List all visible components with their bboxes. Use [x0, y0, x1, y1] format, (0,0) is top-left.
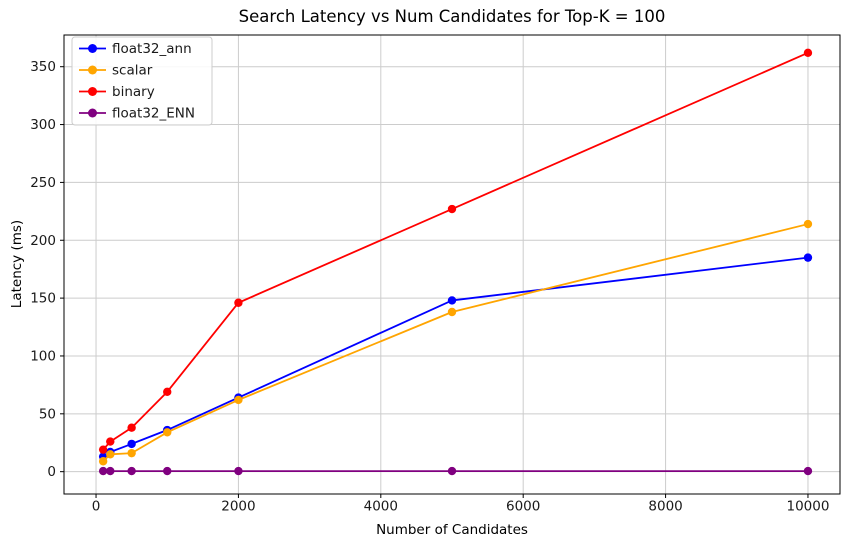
data-point-float32_ENN	[803, 466, 813, 476]
y-tick-label: 300	[30, 117, 56, 133]
legend-label: float32_ENN	[112, 106, 195, 122]
y-tick-label: 350	[30, 59, 56, 75]
legend-label: scalar	[112, 63, 153, 79]
data-point-float32_ann	[447, 296, 457, 305]
data-point-float32_ann	[127, 439, 136, 449]
x-tick-label: 8000	[648, 499, 682, 515]
y-tick-label: 250	[30, 175, 56, 191]
chart-title: Search Latency vs Num Candidates for Top…	[238, 7, 666, 26]
data-point-float32_ENN	[234, 466, 243, 476]
x-tick-label: 6000	[506, 499, 540, 515]
data-point-scalar	[106, 450, 115, 459]
data-point-scalar	[98, 457, 108, 466]
legend-label: binary	[112, 84, 155, 100]
x-tick-label: 10000	[786, 499, 829, 515]
data-point-scalar	[234, 395, 243, 405]
data-point-scalar	[163, 428, 172, 437]
data-point-binary	[234, 298, 243, 307]
x-tick-label: 0	[92, 499, 101, 515]
legend-marker	[88, 65, 97, 75]
data-point-float32_ann	[803, 253, 813, 262]
data-point-binary	[98, 445, 108, 454]
legend-marker	[88, 87, 97, 96]
data-point-binary	[127, 423, 136, 432]
y-tick-label: 150	[30, 291, 56, 307]
legend-marker	[88, 108, 97, 118]
data-point-float32_ENN	[163, 466, 172, 476]
y-tick-label: 0	[47, 464, 56, 480]
data-point-float32_ENN	[447, 466, 457, 476]
data-point-binary	[803, 48, 813, 58]
x-tick-label: 2000	[221, 499, 255, 515]
data-point-float32_ENN	[106, 466, 115, 476]
data-point-scalar	[127, 448, 136, 458]
data-point-binary	[447, 204, 457, 214]
data-point-float32_ENN	[127, 466, 136, 476]
legend-label: float32_ann	[112, 41, 192, 57]
x-axis-label: Number of Candidates	[376, 522, 528, 538]
data-point-float32_ENN	[98, 466, 108, 476]
x-tick-label: 4000	[364, 499, 398, 515]
data-point-scalar	[447, 307, 457, 317]
y-axis-label: Latency (ms)	[9, 219, 25, 309]
axes-box	[63, 34, 841, 495]
legend-marker	[88, 44, 97, 53]
data-point-binary	[106, 437, 115, 446]
data-point-binary	[163, 387, 172, 397]
y-tick-label: 100	[30, 348, 56, 364]
data-point-scalar	[803, 219, 813, 229]
y-tick-label: 50	[39, 406, 56, 422]
y-tick-label: 200	[30, 233, 56, 249]
legend-box	[71, 36, 213, 126]
